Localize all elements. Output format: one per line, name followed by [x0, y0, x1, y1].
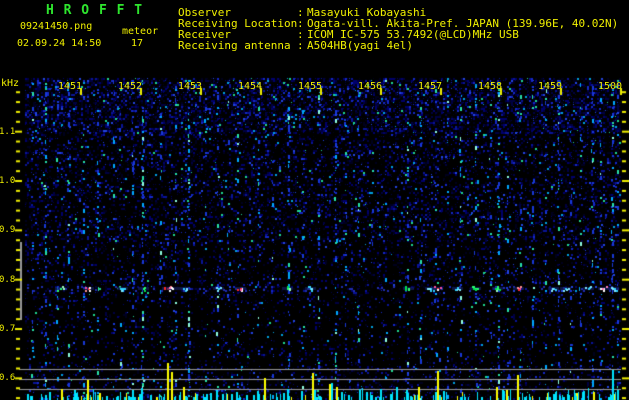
time-tick-label: 1459 — [538, 81, 563, 92]
freq-tick-label: 0.9 — [0, 225, 16, 236]
time-tick-label: 1456 — [358, 81, 383, 92]
station-value: A504HB(yagi 4el) — [307, 39, 413, 52]
time-tick-label: 1457 — [418, 81, 443, 92]
station-row-receiver: Receiver: ICOM IC-575 53.7492(@LCD)MHz US… — [178, 29, 519, 40]
time-tick-label: 1500 — [598, 81, 623, 92]
station-colon: : — [297, 28, 304, 41]
mode-label: meteor — [122, 26, 159, 37]
output-filename: 09241450.png — [20, 21, 93, 32]
freq-axis-unit: kHz — [1, 78, 20, 89]
station-row-observer: Observer: Masayuki Kobayashi — [178, 7, 426, 18]
station-row-receiving-antenna: Receiving antenna: A504HB(yagi 4el) — [178, 40, 413, 51]
station-label: Receiving antenna — [178, 39, 291, 52]
time-tick-label: 1451 — [58, 81, 83, 92]
time-tick-label: 1452 — [118, 81, 143, 92]
freq-tick-label: 0.6 — [0, 373, 16, 384]
station-colon: : — [297, 17, 304, 30]
station-value: Masayuki Kobayashi — [307, 6, 427, 19]
station-label: Observer — [178, 6, 231, 19]
time-tick-label: 1453 — [178, 81, 203, 92]
datetime-label: 02.09.24 14:50 — [17, 38, 102, 49]
station-label: Receiver — [178, 28, 231, 41]
time-tick-label: 1458 — [478, 81, 503, 92]
freq-tick-label: 0.7 — [0, 324, 16, 335]
time-tick-label: 1454 — [238, 81, 263, 92]
freq-tick-label: 1.0 — [0, 176, 16, 187]
echo-count: 17 — [131, 38, 144, 49]
freq-tick-label: 1.1 — [0, 126, 16, 137]
time-tick-label: 1455 — [298, 81, 323, 92]
station-colon: : — [297, 39, 304, 52]
freq-tick-label: 0.8 — [0, 274, 16, 285]
app-title: H R O F F T — [46, 3, 144, 18]
station-value: ICOM IC-575 53.7492(@LCD)MHz USB — [307, 28, 519, 41]
station-label: Receiving Location — [178, 17, 298, 30]
station-row-receiving-location: Receiving Location: Ogata-vill. Akita-Pre… — [178, 18, 618, 29]
station-colon: : — [297, 6, 304, 19]
station-value: Ogata-vill. Akita-Pref. JAPAN (139.96E, … — [307, 17, 619, 30]
